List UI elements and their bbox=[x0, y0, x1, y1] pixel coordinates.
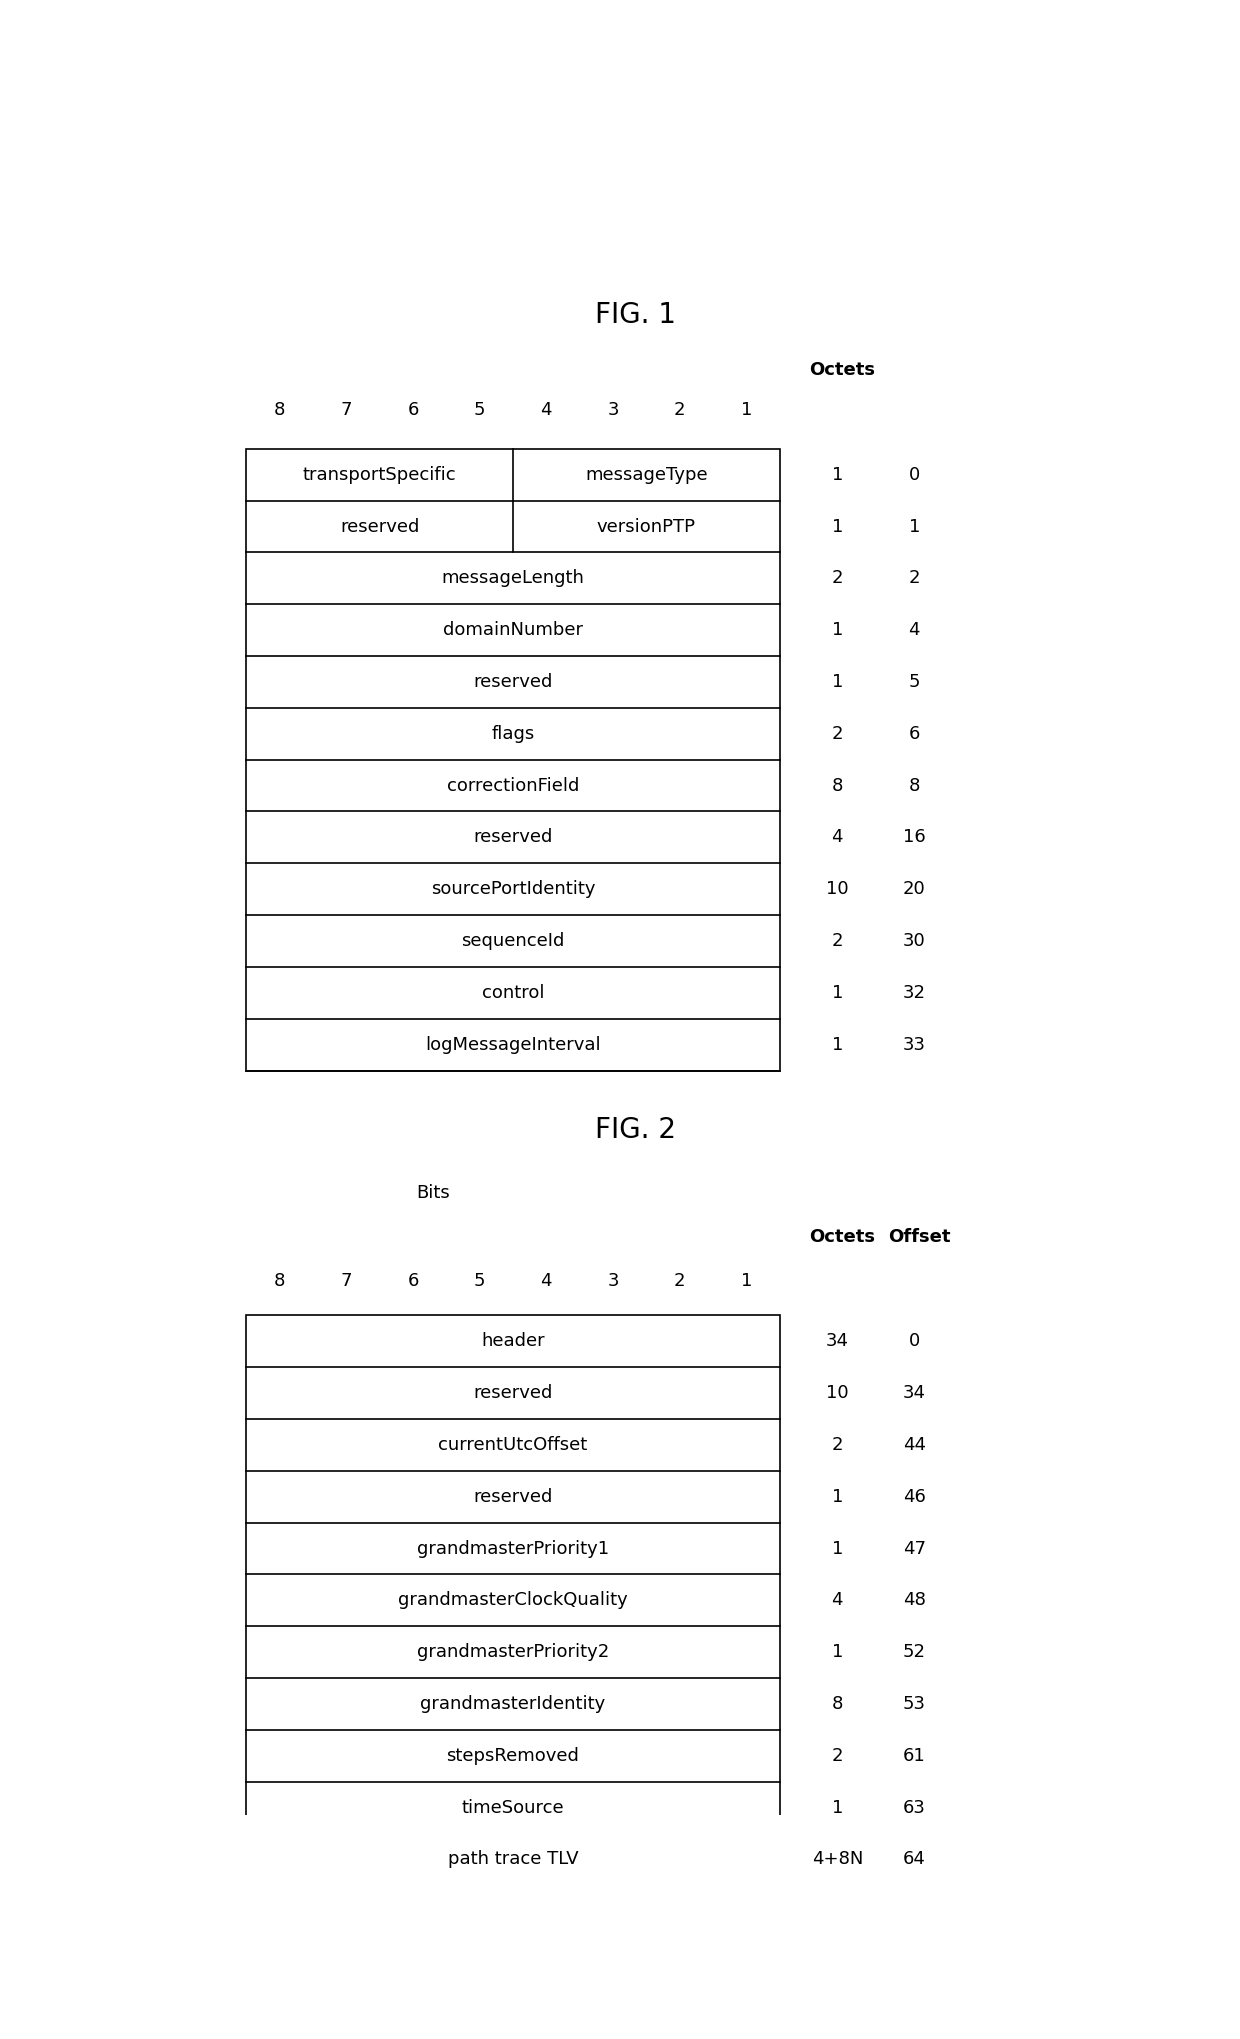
Text: 1: 1 bbox=[740, 1272, 751, 1291]
Text: reserved: reserved bbox=[474, 828, 553, 846]
Text: grandmasterIdentity: grandmasterIdentity bbox=[420, 1694, 605, 1713]
Text: 46: 46 bbox=[903, 1488, 925, 1505]
Text: 8: 8 bbox=[832, 777, 843, 795]
Text: 44: 44 bbox=[903, 1435, 926, 1454]
Text: correctionField: correctionField bbox=[446, 777, 579, 795]
Text: timeSource: timeSource bbox=[461, 1798, 564, 1817]
Text: 52: 52 bbox=[903, 1643, 926, 1662]
Text: 4: 4 bbox=[541, 1272, 552, 1291]
Text: Bits: Bits bbox=[417, 1185, 450, 1201]
Text: 53: 53 bbox=[903, 1694, 926, 1713]
Text: 7: 7 bbox=[341, 400, 352, 418]
Text: 8: 8 bbox=[274, 1272, 285, 1291]
Text: Octets: Octets bbox=[810, 1227, 875, 1246]
Text: 4: 4 bbox=[832, 1590, 843, 1609]
Text: 3: 3 bbox=[608, 400, 619, 418]
Text: 4: 4 bbox=[832, 828, 843, 846]
Text: 2: 2 bbox=[909, 569, 920, 587]
Text: 1: 1 bbox=[832, 1798, 843, 1817]
Text: 1: 1 bbox=[832, 673, 843, 691]
Text: 8: 8 bbox=[832, 1694, 843, 1713]
Text: 2: 2 bbox=[832, 1747, 843, 1766]
Text: 1: 1 bbox=[832, 1036, 843, 1054]
Text: 5: 5 bbox=[474, 1272, 485, 1291]
Text: reserved: reserved bbox=[474, 1384, 553, 1403]
Text: 61: 61 bbox=[903, 1747, 925, 1766]
Text: 1: 1 bbox=[832, 1488, 843, 1505]
Text: grandmasterPriority1: grandmasterPriority1 bbox=[417, 1539, 609, 1558]
Text: 2: 2 bbox=[673, 400, 686, 418]
Text: messageType: messageType bbox=[585, 465, 708, 483]
Text: FIG. 1: FIG. 1 bbox=[595, 302, 676, 330]
Text: 32: 32 bbox=[903, 983, 926, 1001]
Text: 6: 6 bbox=[909, 724, 920, 742]
Text: grandmasterPriority2: grandmasterPriority2 bbox=[417, 1643, 609, 1662]
Text: transportSpecific: transportSpecific bbox=[303, 465, 456, 483]
Text: 4: 4 bbox=[541, 400, 552, 418]
Text: currentUtcOffset: currentUtcOffset bbox=[439, 1435, 588, 1454]
Text: 5: 5 bbox=[474, 400, 485, 418]
Text: 1: 1 bbox=[832, 622, 843, 638]
Text: 2: 2 bbox=[832, 932, 843, 950]
Text: logMessageInterval: logMessageInterval bbox=[425, 1036, 601, 1054]
Text: 10: 10 bbox=[826, 1384, 848, 1403]
Text: header: header bbox=[481, 1331, 544, 1350]
Text: 8: 8 bbox=[274, 400, 285, 418]
Text: 1: 1 bbox=[909, 518, 920, 536]
Text: 20: 20 bbox=[903, 881, 925, 897]
Text: 34: 34 bbox=[826, 1331, 849, 1350]
Text: 1: 1 bbox=[740, 400, 751, 418]
Bar bbox=[247, 1315, 780, 1886]
Text: 2: 2 bbox=[832, 724, 843, 742]
Text: 0: 0 bbox=[909, 1331, 920, 1350]
Text: 1: 1 bbox=[832, 465, 843, 483]
Text: 4+8N: 4+8N bbox=[812, 1851, 863, 1868]
Text: reserved: reserved bbox=[474, 673, 553, 691]
Text: Octets: Octets bbox=[810, 361, 875, 379]
Text: messageLength: messageLength bbox=[441, 569, 584, 587]
Text: 16: 16 bbox=[903, 828, 925, 846]
Text: 0: 0 bbox=[909, 465, 920, 483]
Text: 10: 10 bbox=[826, 881, 848, 897]
Text: domainNumber: domainNumber bbox=[443, 622, 583, 638]
Text: 63: 63 bbox=[903, 1798, 925, 1817]
Text: FIG. 2: FIG. 2 bbox=[595, 1115, 676, 1144]
Text: 2: 2 bbox=[673, 1272, 686, 1291]
Text: 1: 1 bbox=[832, 518, 843, 536]
Text: 64: 64 bbox=[903, 1851, 925, 1868]
Text: path trace TLV: path trace TLV bbox=[448, 1851, 578, 1868]
Text: 1: 1 bbox=[832, 1643, 843, 1662]
Text: grandmasterClockQuality: grandmasterClockQuality bbox=[398, 1590, 627, 1609]
Text: versionPTP: versionPTP bbox=[596, 518, 696, 536]
Text: reserved: reserved bbox=[474, 1488, 553, 1505]
Text: 8: 8 bbox=[909, 777, 920, 795]
Text: sequenceId: sequenceId bbox=[461, 932, 564, 950]
Text: 6: 6 bbox=[407, 1272, 419, 1291]
Text: stepsRemoved: stepsRemoved bbox=[446, 1747, 579, 1766]
Text: 4: 4 bbox=[909, 622, 920, 638]
Text: 1: 1 bbox=[832, 983, 843, 1001]
Text: 6: 6 bbox=[407, 400, 419, 418]
Bar bbox=[247, 449, 780, 1070]
Text: 7: 7 bbox=[341, 1272, 352, 1291]
Text: Offset: Offset bbox=[888, 1227, 950, 1246]
Text: 33: 33 bbox=[903, 1036, 926, 1054]
Text: 5: 5 bbox=[909, 673, 920, 691]
Text: control: control bbox=[481, 983, 544, 1001]
Text: 48: 48 bbox=[903, 1590, 925, 1609]
Text: 2: 2 bbox=[832, 569, 843, 587]
Text: 30: 30 bbox=[903, 932, 925, 950]
Text: 34: 34 bbox=[903, 1384, 926, 1403]
Text: sourcePortIdentity: sourcePortIdentity bbox=[430, 881, 595, 897]
Text: 1: 1 bbox=[832, 1539, 843, 1558]
Text: reserved: reserved bbox=[340, 518, 419, 536]
Text: 2: 2 bbox=[832, 1435, 843, 1454]
Text: flags: flags bbox=[491, 724, 534, 742]
Text: 47: 47 bbox=[903, 1539, 926, 1558]
Text: 3: 3 bbox=[608, 1272, 619, 1291]
